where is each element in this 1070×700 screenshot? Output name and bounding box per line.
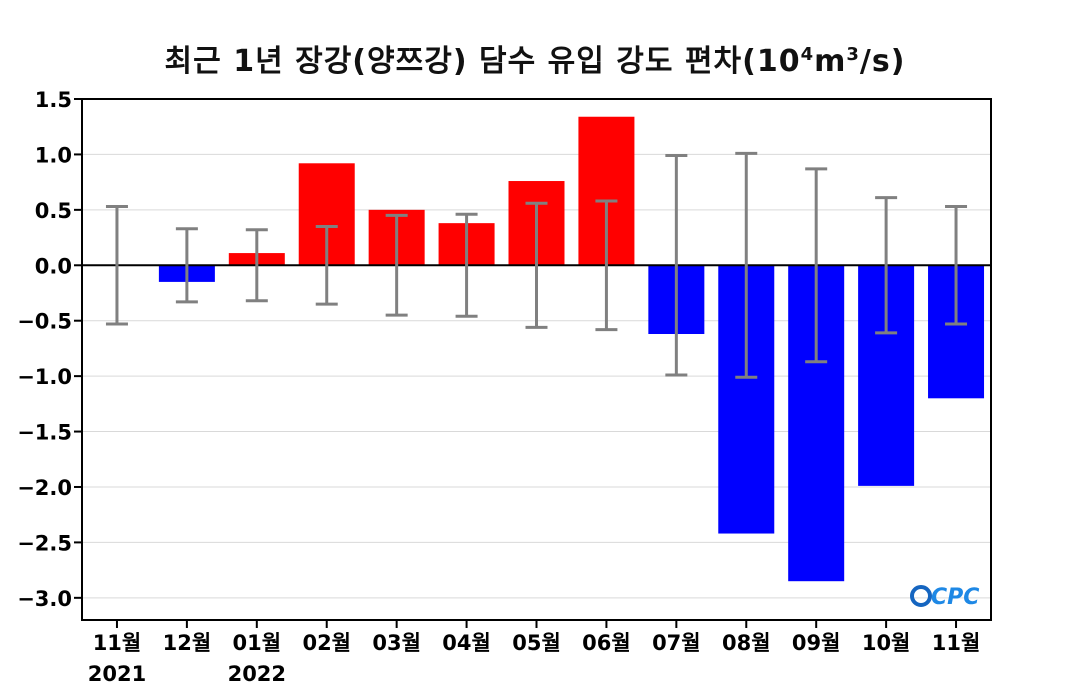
x-tick-label: 12월 — [163, 631, 212, 655]
x-tick-label: 05월 — [512, 631, 561, 655]
error-bar — [875, 196, 898, 335]
grid-lines — [82, 98, 991, 599]
error-bar — [665, 154, 688, 377]
y-tick-label: 0.5 — [35, 199, 72, 223]
error-bar — [245, 228, 268, 303]
chart-title: 최근 1년 장강(양쯔강) 담수 유입 강도 편차(104m3/s) — [164, 44, 906, 79]
y-tick-label: −3.0 — [17, 587, 72, 611]
error-bar — [455, 212, 478, 318]
error-bar — [525, 201, 548, 329]
x-tick-label: 09월 — [792, 631, 841, 655]
y-tick-label: −1.5 — [17, 421, 72, 445]
x-tick-label: 11월 — [932, 631, 981, 655]
year-label: 2021 — [88, 662, 146, 686]
y-tick-label: 0.0 — [35, 254, 72, 278]
bars — [88, 116, 985, 582]
error-bar — [735, 151, 758, 379]
y-axis: 1.5 1.0 0.5 0.0 −0.5 −1.0 −1.5 −2.0 −2.5 −3.0 — [17, 88, 82, 611]
x-tick-label: 01월 — [233, 631, 282, 655]
error-bar — [805, 167, 828, 364]
y-tick-label: 1.0 — [35, 143, 72, 167]
error-bar — [385, 213, 408, 317]
x-tick-label: 11월 — [93, 631, 142, 655]
plot-frame — [81, 98, 992, 621]
x-tick-label: 04월 — [442, 631, 491, 655]
y-tick-label: −1.0 — [17, 365, 72, 389]
error-bars — [105, 151, 968, 379]
logo-ring-icon — [910, 585, 932, 607]
error-bar — [595, 199, 618, 332]
x-tick-label: 03월 — [372, 631, 421, 655]
x-tick-label: 07월 — [652, 631, 701, 655]
y-tick-label: −0.5 — [17, 310, 72, 334]
x-tick-label: 08월 — [722, 631, 771, 655]
x-axis: 11월 12월 01월 02월 03월 04월 05월 06월 07월 08월 09월 10월 11월 2… — [88, 620, 981, 686]
y-tick-label: −2.5 — [17, 531, 72, 555]
logo-text: CPC — [931, 585, 979, 610]
error-bar — [175, 227, 198, 304]
year-label: 2022 — [228, 662, 286, 686]
error-bar — [315, 224, 338, 306]
y-tick-label: 1.5 — [35, 88, 72, 112]
error-bar — [105, 205, 128, 326]
y-tick-label: −2.0 — [17, 476, 72, 500]
x-tick-label: 10월 — [862, 631, 911, 655]
error-bar — [945, 205, 968, 326]
x-tick-label: 06월 — [582, 631, 631, 655]
ocpc-logo: CPC — [910, 585, 979, 610]
x-tick-label: 02월 — [302, 631, 351, 655]
